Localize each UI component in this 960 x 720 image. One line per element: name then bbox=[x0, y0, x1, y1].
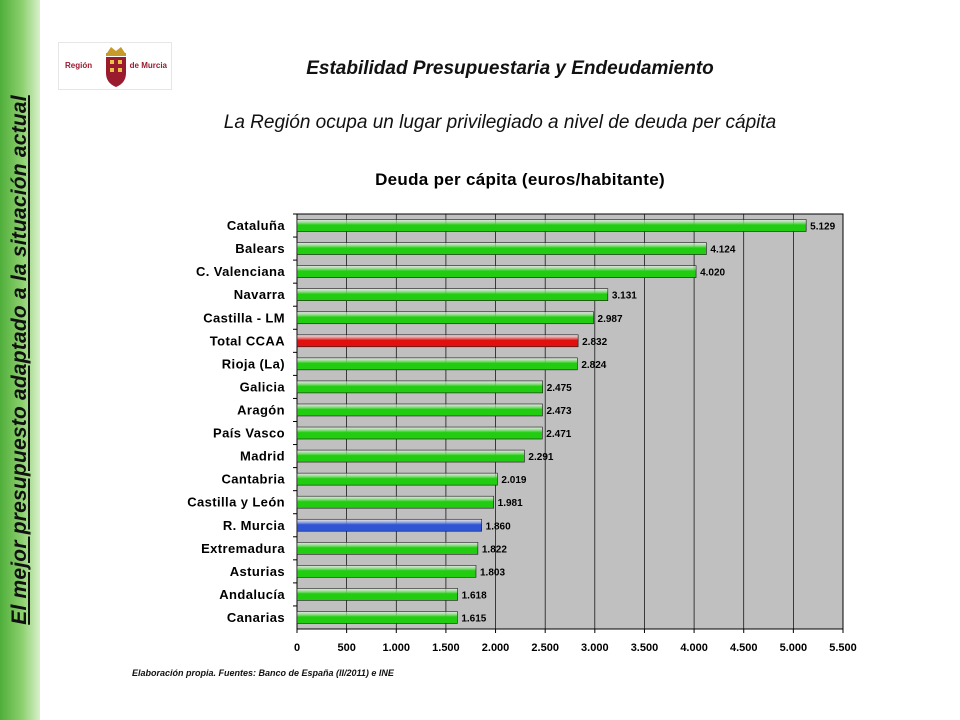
category-label: Navarra bbox=[234, 287, 286, 302]
bar bbox=[296, 265, 697, 278]
category-label: Galicia bbox=[240, 379, 286, 394]
value-label: 1.860 bbox=[486, 521, 511, 532]
region-logo: Región de Murcia bbox=[58, 42, 172, 90]
value-label: 1.615 bbox=[461, 613, 486, 624]
bar bbox=[296, 288, 609, 301]
category-label: Castilla y León bbox=[187, 495, 285, 510]
value-label: 2.471 bbox=[546, 429, 571, 440]
category-label: Asturias bbox=[230, 564, 285, 579]
value-label: 2.824 bbox=[581, 360, 606, 371]
category-label: C. Valenciana bbox=[196, 264, 285, 279]
value-label: 1.981 bbox=[498, 498, 523, 509]
category-label: R. Murcia bbox=[223, 518, 285, 533]
value-label: 4.020 bbox=[700, 268, 725, 279]
category-label: Extremadura bbox=[201, 541, 285, 556]
category-label: Rioja (La) bbox=[222, 356, 285, 371]
category-label: Cataluña bbox=[227, 218, 285, 233]
x-tick-label: 1.500 bbox=[432, 642, 460, 654]
x-tick-label: 5.500 bbox=[829, 642, 857, 654]
category-label: Andalucía bbox=[219, 587, 285, 602]
bar bbox=[296, 588, 458, 601]
page-title: Estabilidad Presupuestaria y Endeudamien… bbox=[306, 58, 714, 79]
bar bbox=[296, 518, 482, 532]
value-label: 2.019 bbox=[501, 475, 526, 486]
bar bbox=[296, 403, 543, 417]
value-label: 2.473 bbox=[547, 406, 572, 417]
value-label: 2.987 bbox=[598, 314, 623, 325]
category-label: Madrid bbox=[240, 449, 285, 464]
x-tick-label: 1.000 bbox=[383, 642, 411, 654]
x-tick-label: 4.500 bbox=[730, 642, 758, 654]
bar bbox=[296, 426, 543, 440]
side-band bbox=[0, 0, 40, 720]
value-label: 1.803 bbox=[480, 567, 505, 578]
value-label: 3.131 bbox=[612, 291, 637, 302]
x-tick-label: 5.000 bbox=[780, 642, 808, 654]
bar bbox=[296, 334, 579, 348]
x-tick-label: 500 bbox=[337, 642, 355, 654]
value-label: 5.129 bbox=[810, 222, 835, 233]
category-label: Canarias bbox=[227, 610, 285, 625]
bar bbox=[296, 472, 498, 486]
value-label: 1.618 bbox=[462, 590, 487, 601]
x-tick-label: 3.500 bbox=[631, 642, 659, 654]
plot-area bbox=[296, 213, 844, 630]
x-tick-label: 4.000 bbox=[680, 642, 708, 654]
x-tick-label: 3.000 bbox=[581, 642, 609, 654]
bar bbox=[296, 357, 578, 371]
value-label: 2.832 bbox=[582, 337, 607, 348]
bar bbox=[296, 380, 543, 394]
logo-text-right: de Murcia bbox=[129, 61, 167, 70]
bar bbox=[296, 495, 494, 509]
bar bbox=[296, 219, 807, 232]
logo-text-left: Región bbox=[65, 61, 93, 70]
x-tick-label: 2.000 bbox=[482, 642, 510, 654]
coat-of-arms-icon bbox=[106, 47, 126, 87]
bar bbox=[296, 242, 707, 255]
value-label: 2.291 bbox=[528, 452, 553, 463]
bar bbox=[296, 611, 458, 624]
category-label: Balears bbox=[235, 241, 285, 256]
chart-title: Deuda per cápita (euros/habitante) bbox=[375, 170, 665, 189]
x-tick-label: 2.500 bbox=[531, 642, 559, 654]
value-label: 1.822 bbox=[482, 544, 507, 555]
source-note: Elaboración propia. Fuentes: Banco de Es… bbox=[132, 668, 394, 678]
page-subtitle: La Región ocupa un lugar privilegiado a … bbox=[223, 112, 777, 133]
bar bbox=[296, 565, 477, 578]
value-label: 4.124 bbox=[710, 245, 735, 256]
bar bbox=[296, 449, 525, 463]
category-label: Castilla - LM bbox=[203, 310, 285, 325]
bar bbox=[296, 311, 594, 325]
x-tick-label: 0 bbox=[294, 642, 300, 654]
value-label: 2.475 bbox=[547, 383, 572, 394]
category-label: Cantabria bbox=[221, 472, 285, 487]
category-label: Total CCAA bbox=[210, 333, 285, 348]
category-label: Aragón bbox=[237, 402, 285, 417]
bar bbox=[296, 542, 479, 555]
category-label: País Vasco bbox=[213, 426, 285, 441]
